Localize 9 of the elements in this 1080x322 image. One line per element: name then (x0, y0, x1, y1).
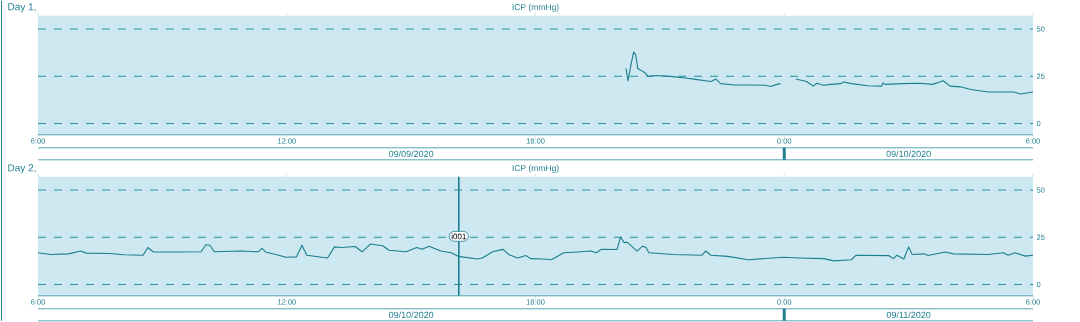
text: 09/10/2020 (388, 311, 434, 318)
chart-subtitle: ICP (mmHg) (512, 164, 559, 173)
text: 09/11/2020 (886, 311, 931, 318)
text: 09/09/2020 (388, 150, 434, 157)
chart-title: Day 2, (8, 164, 36, 174)
ref-line-label: i001 (451, 233, 466, 240)
chart-title: Day 1, (8, 3, 36, 13)
text: 09/10/2020 (886, 150, 931, 157)
chart-subtitle: ICP (mmHg) (512, 3, 559, 12)
